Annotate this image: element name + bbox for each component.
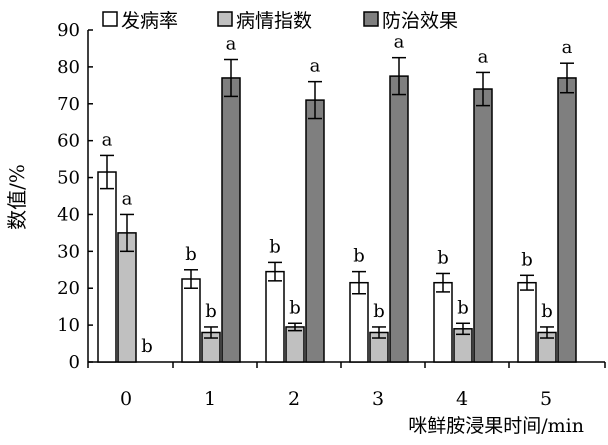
- y-tick-label: 10: [57, 315, 80, 336]
- significance-label: b: [457, 297, 469, 318]
- bar: [305, 99, 325, 363]
- bar: [97, 171, 117, 363]
- y-tick-label: 80: [57, 57, 80, 78]
- significance-label: b: [269, 236, 281, 257]
- y-tick-label: 30: [57, 241, 80, 262]
- y-tick-label: 60: [57, 131, 80, 152]
- significance-label: a: [310, 56, 321, 77]
- significance-label: b: [437, 247, 449, 268]
- y-tick-label: 40: [57, 204, 80, 225]
- bar: [473, 88, 493, 363]
- legend-swatch: [363, 11, 379, 27]
- significance-label: b: [353, 246, 365, 267]
- significance-label: b: [185, 244, 197, 265]
- significance-label: b: [373, 301, 385, 322]
- legend-label: 病情指数: [236, 10, 312, 32]
- bar: [389, 75, 409, 363]
- significance-label: b: [541, 301, 553, 322]
- bar: [517, 281, 537, 363]
- significance-label: a: [102, 129, 113, 150]
- legend-swatch: [102, 11, 118, 27]
- bar: [265, 270, 285, 363]
- legend-label: 发病率: [121, 10, 178, 32]
- bar: [221, 77, 241, 363]
- x-tick-label: 3: [372, 388, 384, 410]
- legend-label: 防治效果: [382, 10, 458, 32]
- bar: [433, 281, 453, 363]
- y-axis-label: 数值/%: [5, 164, 29, 230]
- x-tick-label: 4: [456, 388, 468, 410]
- x-tick-label: 0: [120, 388, 132, 410]
- x-tick-label: 5: [540, 388, 552, 410]
- bar: [557, 77, 577, 363]
- y-tick-label: 20: [57, 278, 80, 299]
- significance-label: a: [562, 37, 573, 58]
- legend: 发病率 病情指数 防治效果: [102, 10, 458, 32]
- bar: [285, 326, 305, 363]
- bar: [181, 278, 201, 363]
- significance-label: b: [521, 249, 533, 270]
- significance-label: a: [478, 46, 489, 67]
- legend-swatch: [217, 11, 233, 27]
- bar: [117, 232, 137, 363]
- y-tick-label: 90: [57, 20, 80, 41]
- significance-label: b: [141, 336, 153, 357]
- significance-label: b: [289, 297, 301, 318]
- bar: [349, 281, 369, 363]
- significance-label: a: [394, 32, 405, 53]
- x-tick-label: 2: [288, 388, 300, 410]
- x-tick-label: 1: [204, 388, 216, 410]
- significance-label: b: [205, 301, 217, 322]
- y-tick-label: 50: [57, 168, 80, 189]
- y-tick-label: 0: [69, 352, 80, 373]
- x-axis-label: 咪鲜胺浸果时间/min: [408, 415, 584, 437]
- plot-area: 0 10 20 30 40 50 60 70 80 90 a b b b b b a b b b b b b a a a a a 0 1 2…: [57, 20, 606, 410]
- significance-label: a: [122, 188, 133, 209]
- significance-label: a: [226, 34, 237, 55]
- y-tick-label: 70: [57, 94, 80, 115]
